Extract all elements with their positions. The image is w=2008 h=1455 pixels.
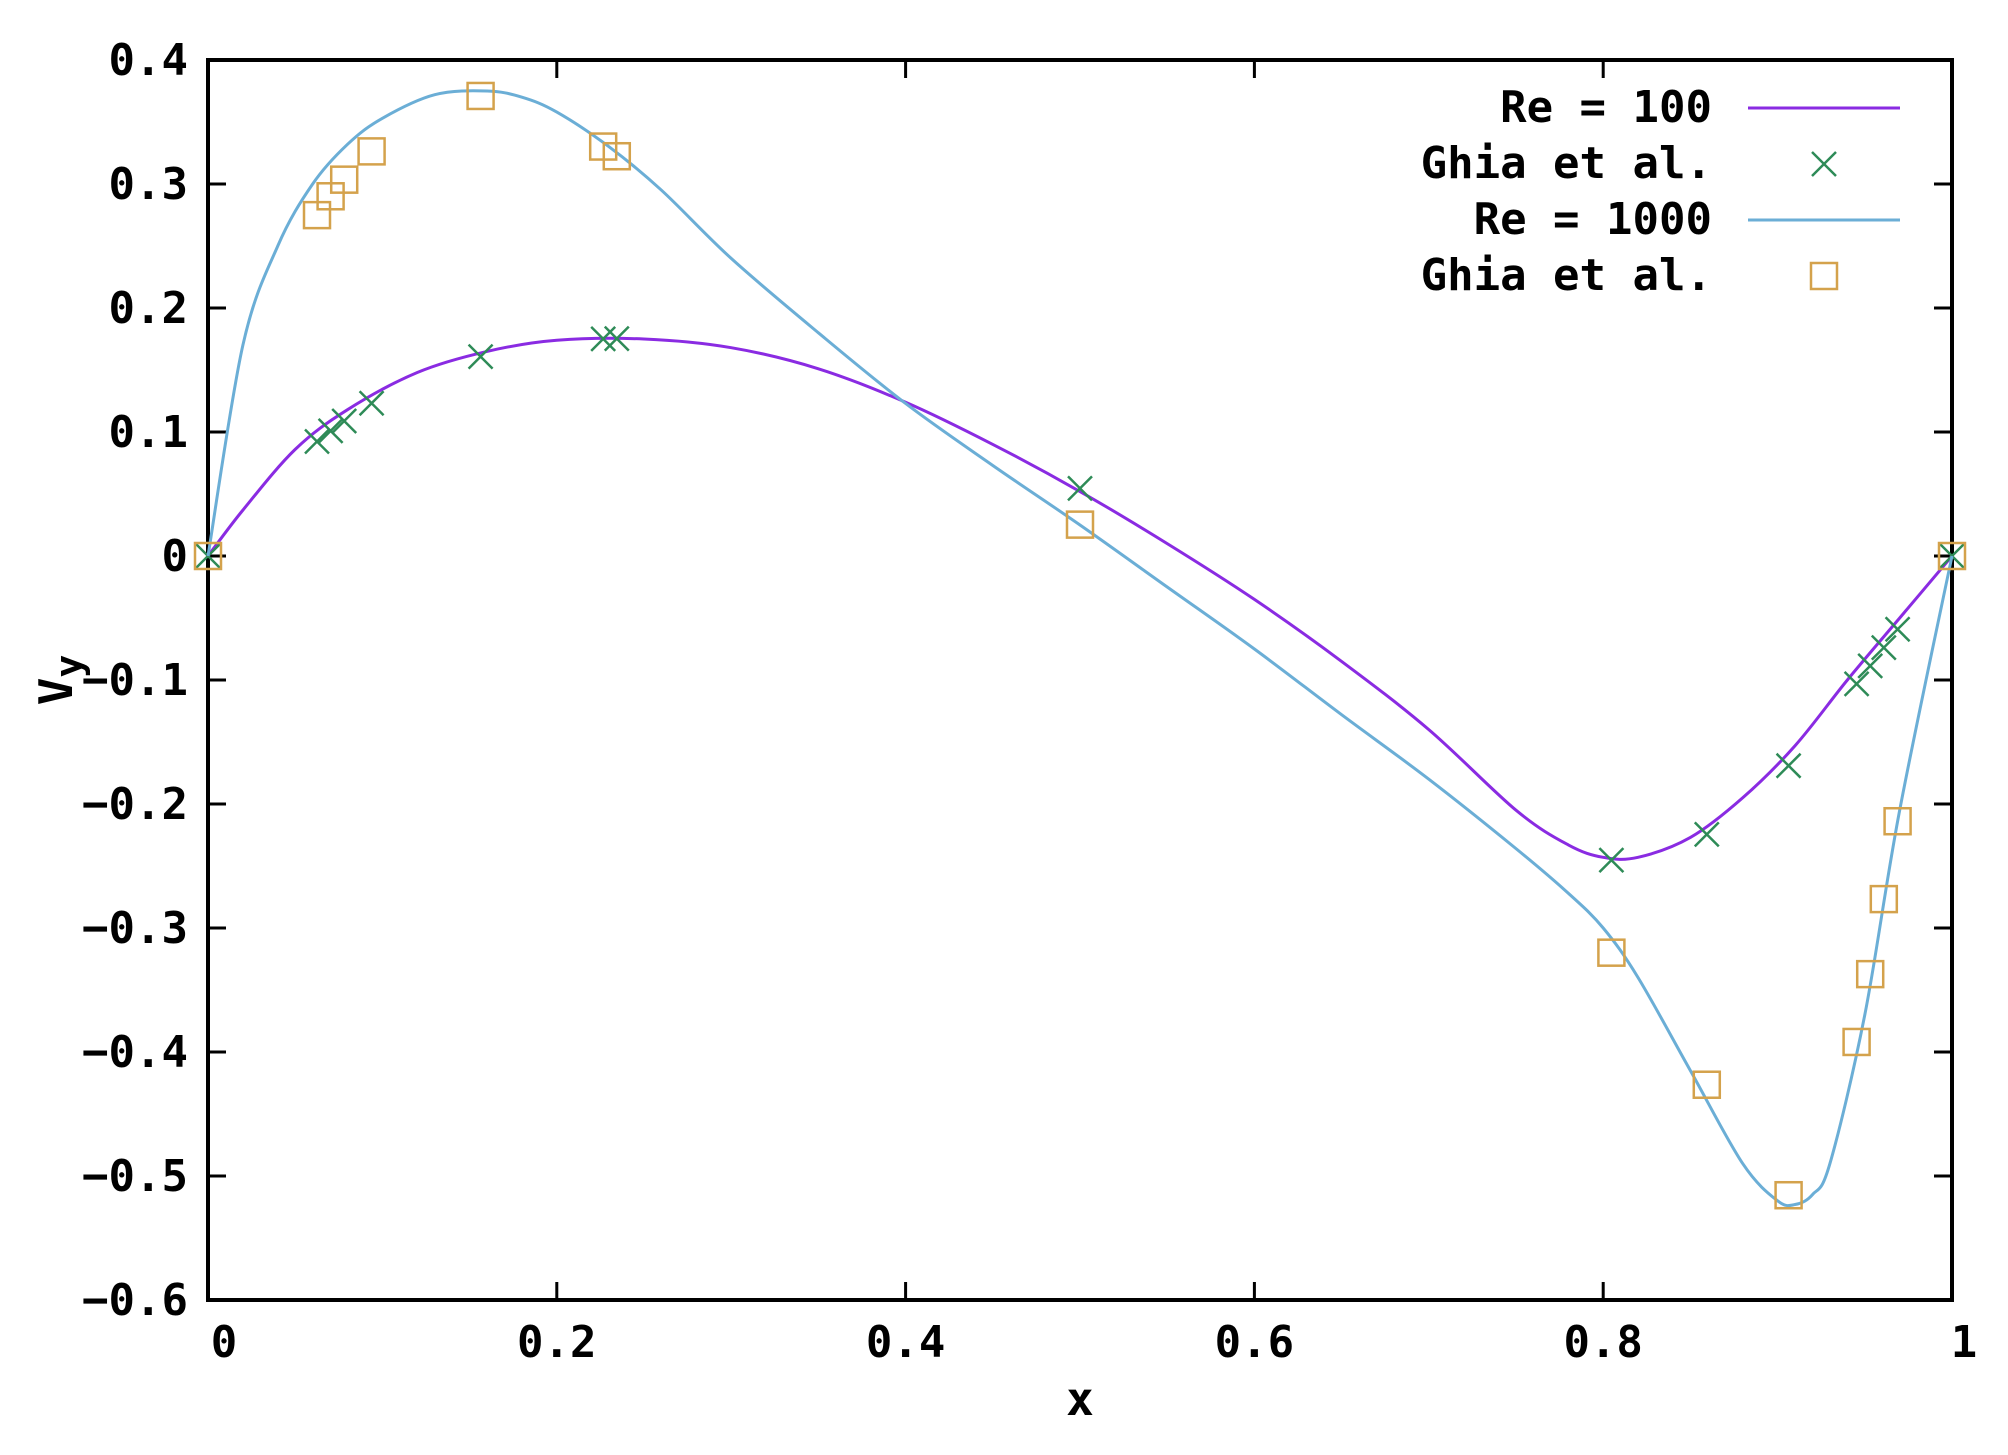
data-point (602, 141, 632, 171)
square-marker (1809, 261, 1839, 291)
x-axis-title: x (1066, 1372, 1094, 1426)
x-tick-label: 0.6 (1215, 1317, 1294, 1368)
data-point (358, 390, 385, 417)
cross-marker-stroke (467, 343, 494, 370)
series-0 (206, 336, 1954, 861)
series-1 (195, 325, 1965, 874)
y-tick-label: 0.3 (109, 159, 188, 210)
data-point (1843, 670, 1870, 697)
y-tick-label: −0.3 (82, 903, 188, 954)
series-layer (193, 81, 1967, 1210)
data-point (1884, 616, 1911, 643)
cross-marker-stroke (603, 325, 630, 352)
x-tick-label: 1 (1951, 1317, 1978, 1368)
y-tick-label: 0 (162, 531, 189, 582)
series-3 (193, 81, 1967, 1210)
square-marker (1597, 938, 1626, 967)
cross-marker-stroke (1067, 475, 1093, 502)
y-axis-title: Vy (29, 655, 91, 706)
x-tick-label: 0.8 (1563, 1317, 1642, 1368)
data-point (1065, 510, 1095, 539)
square-marker (357, 137, 386, 166)
square-marker (1065, 510, 1095, 539)
cross-marker-stroke (1870, 634, 1897, 661)
data-point (193, 541, 223, 571)
square-marker (1692, 1070, 1722, 1099)
cross-marker-stroke (304, 428, 330, 455)
data-point (1774, 1180, 1803, 1210)
x-tick-label: 0 (211, 1317, 238, 1368)
axis-ticks (206, 58, 1954, 1302)
cross-marker-stroke (317, 418, 344, 444)
cross-marker-stroke (1884, 616, 1911, 643)
y-tick-label: 0.4 (109, 35, 188, 86)
plot-area-frame (206, 58, 1954, 1302)
data-point (467, 343, 494, 370)
legend-marker-swatch (1809, 261, 1839, 291)
square-marker (193, 541, 223, 571)
data-point (331, 408, 358, 434)
cross-marker-stroke (358, 390, 385, 417)
legend-label: Re = 1000 (1474, 194, 1712, 245)
y-axis-title-main: V (29, 678, 83, 706)
data-point (1855, 959, 1885, 989)
y-tick-label: −0.5 (82, 1151, 188, 1202)
data-point (357, 137, 386, 166)
legend-label: Ghia et al. (1421, 250, 1712, 301)
legend-label: Ghia et al. (1421, 138, 1712, 189)
square-marker (1883, 806, 1912, 836)
data-point (1869, 884, 1899, 914)
y-tick-label: 0.2 (109, 283, 188, 334)
data-point (1693, 821, 1720, 848)
legend-label: Re = 100 (1500, 82, 1712, 133)
data-point (329, 165, 359, 194)
data-point (304, 428, 330, 455)
series-line (206, 336, 1954, 861)
square-marker (1869, 884, 1899, 914)
data-point (1775, 752, 1802, 779)
cross-marker-stroke (1693, 821, 1720, 848)
data-point (1067, 475, 1093, 502)
cross-marker-stroke (1811, 151, 1837, 177)
data-point (603, 325, 630, 352)
data-point (1883, 806, 1912, 836)
square-marker (1774, 1180, 1803, 1210)
x-tick-label: 0.4 (866, 1317, 945, 1368)
square-marker (602, 141, 632, 171)
data-point (1937, 541, 1967, 571)
y-tick-labels: 0.4 0.3 0.2 0.1 0 −0.1 −0.2 −0.3 −0.4 −0.5 −0.6 (82, 35, 188, 1326)
square-marker (1842, 1027, 1871, 1057)
y-tick-label: −0.6 (82, 1275, 188, 1326)
cross-marker-stroke (590, 325, 617, 352)
x-tick-label: 0.2 (517, 1317, 596, 1368)
square-marker (1937, 541, 1967, 571)
y-tick-label: 0.1 (109, 407, 188, 458)
data-point (317, 418, 344, 444)
square-marker (1855, 959, 1885, 989)
data-point (1692, 1070, 1722, 1099)
y-tick-label: −0.2 (82, 779, 188, 830)
data-point (1597, 938, 1626, 967)
y-tick-label: −0.1 (82, 655, 188, 706)
cross-marker-stroke (1598, 847, 1625, 874)
data-point (1842, 1027, 1871, 1057)
legend-marker-swatch (1811, 151, 1837, 177)
cross-marker-stroke (1775, 752, 1802, 779)
square-marker (329, 165, 359, 194)
data-point (1857, 652, 1884, 679)
data-point (1870, 634, 1897, 661)
data-point (466, 81, 495, 111)
y-tick-label: −0.4 (82, 1027, 188, 1078)
square-marker (466, 81, 495, 111)
cross-marker-stroke (331, 408, 358, 434)
data-point (590, 325, 617, 352)
cross-marker-stroke (1857, 652, 1884, 679)
x-tick-labels: 0 0.2 0.4 0.6 0.8 1 (211, 1317, 1978, 1368)
data-point (1598, 847, 1625, 874)
cross-marker-stroke (1843, 670, 1870, 697)
y-axis-title-subscript: y (47, 655, 91, 678)
